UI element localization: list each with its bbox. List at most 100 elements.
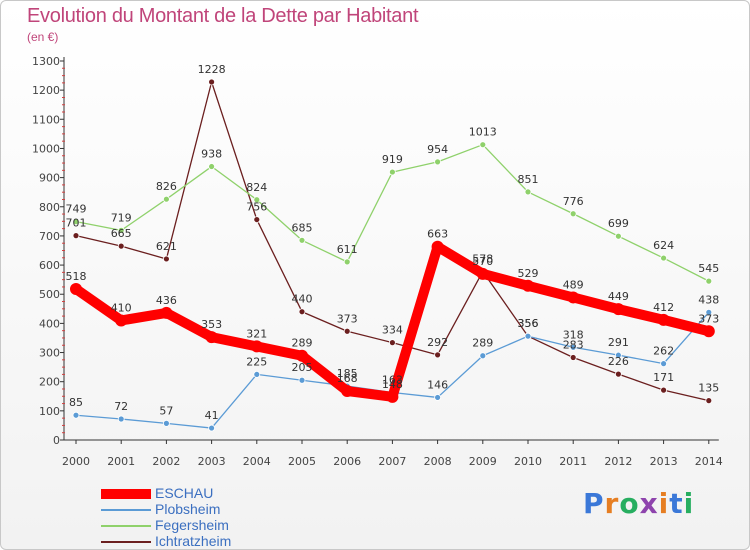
data-point-ichtratzheim <box>298 308 306 316</box>
y-tick-label: 600 <box>39 259 60 272</box>
data-label-fegersheim: 776 <box>563 195 584 208</box>
data-label-fegersheim: 919 <box>382 153 403 166</box>
data-label-plobsheim: 41 <box>205 409 219 422</box>
legend-swatch-eschau <box>101 489 151 499</box>
data-point-eschau <box>386 390 399 403</box>
data-label-plobsheim: 57 <box>159 404 173 417</box>
x-tick-label: 2002 <box>152 455 180 468</box>
data-label-fegersheim: 1013 <box>469 126 497 139</box>
data-label-eschau: 321 <box>246 327 267 340</box>
data-point-plobsheim <box>569 343 577 351</box>
data-label-fegersheim: 824 <box>246 181 267 194</box>
data-label-fegersheim: 954 <box>427 143 448 156</box>
y-tick-label: 1200 <box>32 84 60 97</box>
data-point-ichtratzheim <box>569 354 577 361</box>
data-label-plobsheim: 291 <box>608 336 629 349</box>
x-tick-label: 2014 <box>695 455 723 468</box>
y-tick-label: 500 <box>39 288 60 301</box>
logo-letter: t <box>669 487 684 520</box>
data-label-eschau: 449 <box>608 290 629 303</box>
y-tick-label: 700 <box>39 230 60 243</box>
data-point-plobsheim <box>162 419 170 427</box>
x-tick-label: 2006 <box>333 455 361 468</box>
logo-letter: x <box>639 487 659 520</box>
data-label-ichtratzheim: 292 <box>427 336 448 349</box>
data-point-plobsheim <box>660 360 667 368</box>
data-label-fegersheim: 611 <box>337 243 358 256</box>
data-point-ichtratzheim <box>434 351 442 359</box>
data-label-eschau: 489 <box>563 278 584 291</box>
data-point-fegersheim <box>253 196 261 204</box>
data-point-eschau <box>341 385 354 398</box>
data-point-eschau <box>160 306 173 319</box>
data-point-fegersheim <box>343 258 351 266</box>
data-point-plobsheim <box>434 394 442 401</box>
x-tick-label: 2000 <box>62 455 90 468</box>
data-label-eschau: 289 <box>292 337 313 350</box>
data-point-eschau <box>250 340 263 353</box>
legend-label-ichtratzheim: Ichtratzheim <box>155 533 232 549</box>
data-point-eschau <box>702 325 715 338</box>
data-label-fegersheim: 624 <box>653 239 674 252</box>
data-point-fegersheim <box>162 195 170 203</box>
data-label-fegersheim: 685 <box>292 221 313 234</box>
data-point-fegersheim <box>434 158 442 166</box>
data-point-eschau <box>431 240 444 253</box>
legend-label-fegersheim: Fegersheim <box>155 517 229 533</box>
data-label-plobsheim: 72 <box>114 400 128 413</box>
data-point-eschau <box>115 314 128 327</box>
logo-letter: P <box>583 487 605 520</box>
data-label-fegersheim: 851 <box>518 173 539 186</box>
line-chart: 0 100 200 300 400 500 600 700 800 900 1000 1100 1200… <box>32 55 723 468</box>
data-label-fegersheim: 938 <box>201 148 222 161</box>
data-label-ichtratzheim: 621 <box>156 240 177 253</box>
data-label-eschau: 412 <box>653 301 674 314</box>
data-label-ichtratzheim: 578 <box>472 252 493 265</box>
data-point-eschau <box>612 303 625 316</box>
y-tick-label: 900 <box>39 172 60 185</box>
data-point-eschau <box>657 313 670 326</box>
data-point-ichtratzheim <box>72 232 80 240</box>
data-point-fegersheim <box>615 232 622 240</box>
y-tick-label: 200 <box>39 376 60 389</box>
data-label-ichtratzheim: 226 <box>608 355 629 368</box>
x-tick-label: 2009 <box>469 455 497 468</box>
data-label-ichtratzheim: 701 <box>66 217 87 230</box>
x-tick-label: 2013 <box>650 455 678 468</box>
data-label-plobsheim: 163 <box>382 373 403 386</box>
data-label-plobsheim: 289 <box>472 337 493 350</box>
data-label-fegersheim: 545 <box>698 262 719 275</box>
data-point-fegersheim <box>705 277 713 285</box>
legend-label-plobsheim: Plobsheim <box>155 501 221 517</box>
data-point-eschau <box>522 279 534 292</box>
legend-swatch-plobsheim <box>101 509 151 511</box>
x-tick-label: 2003 <box>198 455 226 468</box>
data-point-ichtratzheim <box>343 327 351 335</box>
y-tick-label: 0 <box>53 434 60 447</box>
data-point-ichtratzheim <box>660 386 667 394</box>
data-label-fegersheim: 719 <box>111 211 132 224</box>
data-point-ichtratzheim <box>162 255 170 263</box>
data-point-fegersheim <box>388 168 396 176</box>
data-label-eschau: 148 <box>382 378 403 391</box>
data-point-fegersheim <box>479 141 487 149</box>
x-tick-label: 2010 <box>514 455 542 468</box>
data-point-fegersheim <box>72 218 80 226</box>
y-tick-label: 800 <box>39 201 60 214</box>
x-tick-label: 2007 <box>378 455 406 468</box>
data-label-ichtratzheim: 171 <box>653 371 674 384</box>
data-label-plobsheim: 438 <box>698 293 719 306</box>
x-tick-label: 2008 <box>424 455 452 468</box>
logo-letter: i <box>658 487 670 520</box>
data-label-ichtratzheim: 665 <box>111 227 132 240</box>
data-label-eschau: 410 <box>111 301 132 314</box>
data-label-ichtratzheim: 373 <box>337 312 358 325</box>
y-tick-label: 100 <box>39 405 60 418</box>
legend-swatch-ichtratzheim <box>101 541 151 543</box>
proxiti-logo: Proxiti <box>583 487 694 520</box>
data-point-plobsheim <box>72 411 80 419</box>
data-point-plobsheim <box>253 371 261 378</box>
data-label-ichtratzheim: 283 <box>563 338 584 351</box>
data-label-plobsheim: 262 <box>653 345 674 358</box>
